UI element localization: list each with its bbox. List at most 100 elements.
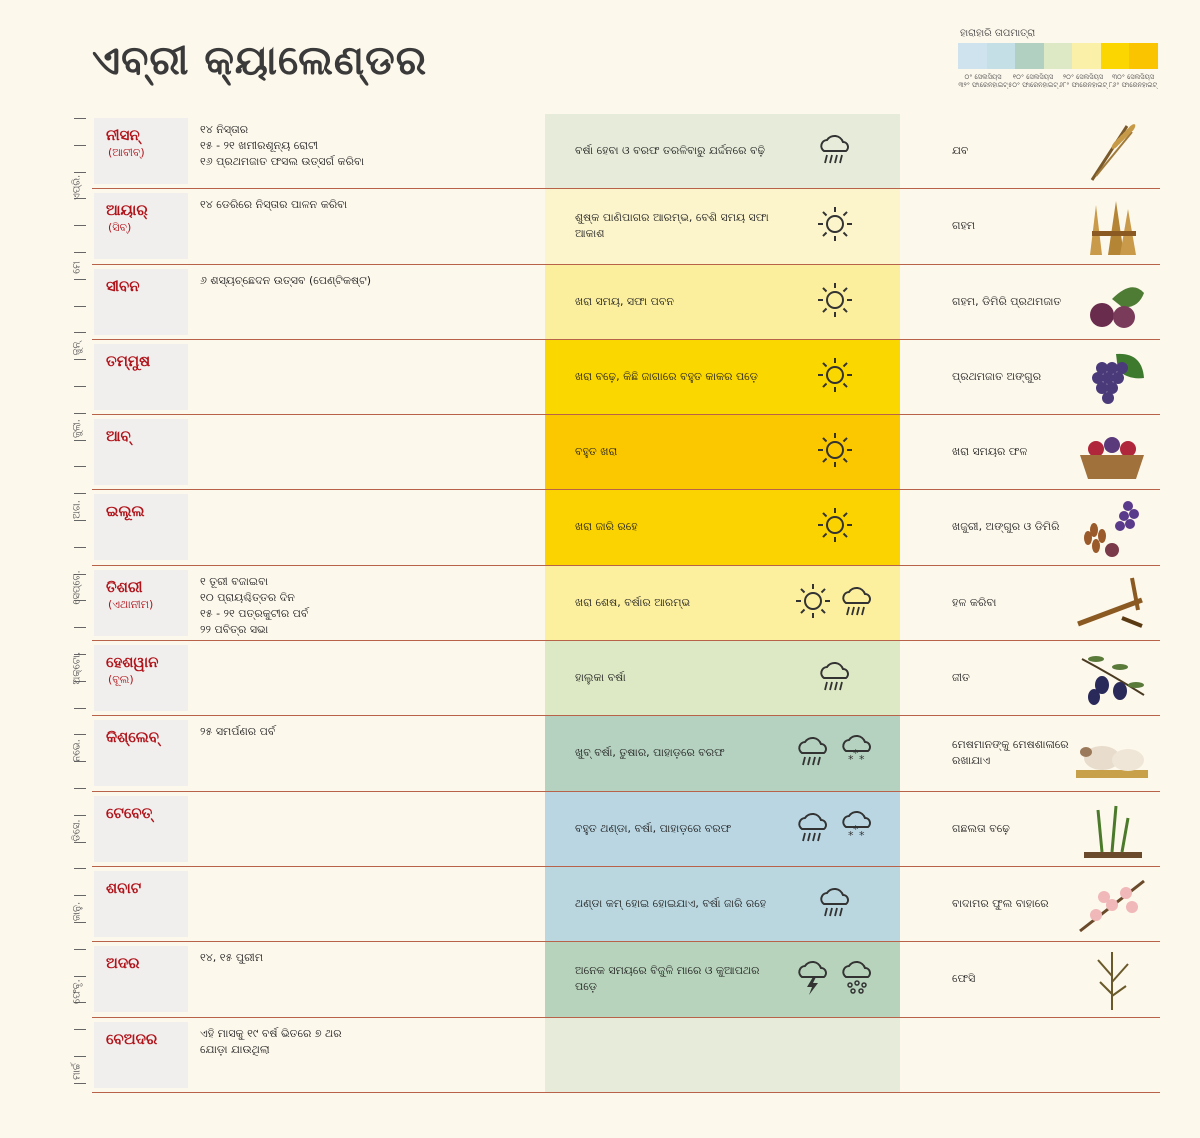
rain-cloud-icon (793, 807, 833, 851)
axis-tick (74, 466, 86, 468)
axis-tick (74, 252, 86, 253)
axis-tick (74, 654, 86, 655)
legend-swatch (1100, 43, 1130, 69)
axis-tick (74, 1029, 86, 1031)
month-name: ଆୟାର୍ (106, 201, 148, 220)
events-list: ୨୫ ସମର୍ପଣର ପର୍ବ (200, 724, 530, 740)
legend-color-bar (958, 43, 1159, 69)
event-item: ୧ ତୂରୀ ବଜାଇବା (200, 574, 269, 588)
svg-text:*: * (859, 829, 865, 842)
month-cell: ଶବାଟ (94, 870, 188, 937)
weather-icons (775, 490, 895, 564)
dates-icon (1072, 494, 1152, 560)
weather-text: ବହୁତ ଥଣ୍ଡା, ବର୍ଷା, ପାହାଡ଼ରେ ବରଫ (575, 821, 732, 835)
axis-tick (74, 600, 86, 602)
temperature-legend: ହାରାହାରି ତାପମାତ୍ରା ୦° ସେଲସିୟସ ୩୨° ଫାରେନହ… (958, 28, 1159, 89)
axis-tick (74, 627, 86, 629)
month-cell: ଇଲୂଲ (94, 494, 188, 561)
crop-text: ଗହମ, ଡିମିରି ପ୍ରଥମଜାତ (952, 294, 1062, 308)
month-alt-name: (ସିବ୍) (108, 221, 132, 235)
svg-text:*: * (848, 753, 854, 766)
weather-icons: * * * (775, 792, 895, 866)
axis-month-label: ଜୁଲା. (71, 419, 83, 439)
month-name: ସୀବନ (106, 276, 140, 295)
weather-cell: ବହୁତ ଖରା (545, 415, 900, 490)
axis-tick (74, 225, 86, 227)
gregorian-month-axis: ଏପ୍ରି. ମେ ଜୁନ୍ ଜୁଲା. ଅଗ. ସେପ୍ଟେ. ଅକ୍ଟୋ. ନଭେ. ଡିସ… (62, 112, 92, 1084)
legend-label: ୩୦° ସେଲସିୟସ ୮୬° ଫାରେନହାଇଟ୍ (1108, 73, 1158, 89)
weather-text: ଖରା ବଢ଼େ, କିଛି ଜାଗାରେ ବହୁତ କାକର ପଡ଼େ (575, 369, 758, 383)
legend-title: ହାରାହାରି ତାପମାତ୍ରା (960, 28, 1036, 39)
weather-icons (775, 415, 895, 489)
events-list: ୬ ଶସ୍ୟଚ୍ଛେଦନ ଉତ୍ସବ (ପେଣ୍ଟିକଷ୍ଟ) (200, 273, 530, 289)
legend-swatch (1015, 43, 1044, 69)
crop-text: ଯବ (952, 144, 969, 157)
svg-text:*: * (848, 829, 854, 842)
olives-icon (1072, 645, 1152, 711)
month-name: କିଶ୍ଲେବ୍ (106, 728, 160, 747)
legend-label: ୦° ସେଲସିୟସ ୩୨° ଫାରେନହାଇଟ୍ (958, 73, 1008, 89)
weather-icons (775, 340, 895, 414)
axis-tick (74, 520, 86, 521)
weather-icons (775, 942, 895, 1016)
month-cell: ତିଶରୀ (ଏଥାନୀମ) (94, 569, 188, 636)
month-alt-name: (ଏଥାନୀମ) (108, 597, 154, 611)
month-cell: ନୀସନ୍ (ଆବୀବ୍) (94, 118, 188, 184)
axis-tick (74, 118, 86, 119)
month-name: ହେଶୱାନ (106, 653, 159, 672)
weather-cell: ଥଣ୍ଡା କମ୍ ହୋଇ ହୋଇଯାଏ, ବର୍ଷା ଜାରି ରହେ (545, 866, 900, 942)
sun-icon (793, 581, 833, 625)
axis-tick (74, 734, 86, 736)
axis-tick (74, 1056, 86, 1057)
weather-cell: ବର୍ଷା ହେବା ଓ ବରଫ ତରଳିବାରୁ ଯର୍ଦ୍ଦନରେ ବଢ଼ି (545, 114, 900, 189)
axis-month-label: ସେପ୍ଟେ. (71, 570, 83, 605)
weather-icons (775, 114, 895, 188)
month-name: ଶବାଟ (106, 878, 142, 897)
axis-tick (74, 895, 86, 897)
month-name: ତମ୍ମୁଷ (106, 351, 151, 370)
snow-cloud-icon: * * * (837, 807, 877, 851)
axis-tick (74, 573, 86, 575)
page-title: ଏବ୍ରୀ କ୍ୟାଲେଣ୍ଡର (92, 38, 428, 84)
axis-tick (74, 680, 86, 682)
axis-tick (74, 814, 86, 816)
weather-cell: ହାଲୁକା ବର୍ଷା (545, 641, 900, 716)
table-row: ଟେବେତ୍ ବହୁତ ଥଣ୍ଡା, ବର୍ଷା, ପାହାଡ଼ରେ ବରଫ * * *… (92, 791, 1160, 867)
table-row: ତିଶରୀ (ଏଥାନୀମ) ୧ ତୂରୀ ବଜାଇବା ୧୦ ପ୍ରାୟଶ୍ଚିତ୍… (92, 565, 1160, 642)
crop-text: ମେଷମାନଙ୍କୁ ମେଷଶାଳାରେ ରଖାଯାଏ (952, 738, 1069, 768)
weather-cell (545, 1017, 900, 1092)
crop-text: ଫେସି (952, 972, 976, 986)
weather-icons (775, 1018, 895, 1092)
table-row: ଅଦର ୧୪, ୧୫ ପୁରୀମ ଅନେକ ସମୟରେ ବିଜୁଳି ମାରେ ଓ … (92, 942, 1160, 1018)
events-list: ୧୪, ୧୫ ପୁରୀମ (200, 950, 530, 966)
legend-swatch (986, 43, 1016, 69)
legend-label: ୨୦° ସେଲସିୟସ ୬୮° ଫାରେନହାଇଟ୍ (1058, 73, 1108, 89)
plant-icon (1072, 796, 1152, 862)
axis-tick (74, 1002, 86, 1004)
weather-text: ଖରା ଜାରି ରହେ (575, 520, 638, 534)
table-row: ହେଶୱାନ (ବୂଲ) ହାଲୁକା ବର୍ଷା ଜୀତ (92, 641, 1160, 717)
axis-tick (74, 278, 86, 280)
sun-icon (815, 505, 855, 549)
event-item: ୧୪ ଡେରିରେ ନିସ୍ତାର ପାଳନ କରିବା (200, 198, 348, 212)
table-row: ଆୟାର୍ (ସିବ୍) ୧୪ ଡେରିରେ ନିସ୍ତାର ପାଳନ କରିବା ଶ… (92, 189, 1160, 265)
weather-cell: ଖୁବ୍ ବର୍ଷା, ତୁଷାର, ପାହାଡ଼ରେ ବରଫ * * * (545, 716, 900, 791)
weather-icons (775, 189, 895, 263)
month-cell: କିଶ୍ଲେବ୍ (94, 720, 188, 787)
table-row: ବେଅଦର ଏହି ମାସକୁ ୧୯ ବର୍ଷ ଭିତରେ ୭ ଥର ଯୋଡ଼ା ଯ… (92, 1017, 1160, 1093)
axis-tick (74, 493, 86, 495)
weather-cell: ବହୁତ ଥଣ୍ଡା, ବର୍ଷା, ପାହାଡ଼ରେ ବରଫ * * * (545, 791, 900, 866)
month-name: ନୀସନ୍ (106, 126, 140, 144)
legend-label: ୧୦° ସେଲସିୟସ ୫୦° ଫାରେନହାଇଟ୍ (1008, 73, 1058, 89)
table-row: ସୀବନ ୬ ଶସ୍ୟଚ୍ଛେଦନ ଉତ୍ସବ (ପେଣ୍ଟିକଷ୍ଟ) ଖରା ସ… (92, 264, 1160, 340)
table-row: ଶବାଟ ଥଣ୍ଡା କମ୍ ହୋଇ ହୋଇଯାଏ, ବର୍ଷା ଜାରି ରହେ… (92, 866, 1160, 943)
weather-text: ହାଲୁକା ବର୍ଷା (575, 671, 626, 685)
storm-cloud-icon (793, 957, 833, 1001)
crop-text: ବାଦାମର ଫୁଲ ବାହାରେ (952, 896, 1049, 910)
event-item: ୧୬ ପ୍ରଥମଜାତ ଫସଲ ଉତ୍ସର୍ଗ କରିବା (200, 155, 365, 168)
axis-tick (74, 761, 86, 763)
weather-text: ଖୁବ୍ ବର୍ଷା, ତୁଷାର, ପାହାଡ଼ରେ ବରଫ (575, 746, 725, 760)
axis-tick (74, 922, 86, 923)
weather-icons (775, 867, 895, 941)
events-list: ୧୪ ଡେରିରେ ନିସ୍ତାର ପାଳନ କରିବା (200, 197, 530, 213)
